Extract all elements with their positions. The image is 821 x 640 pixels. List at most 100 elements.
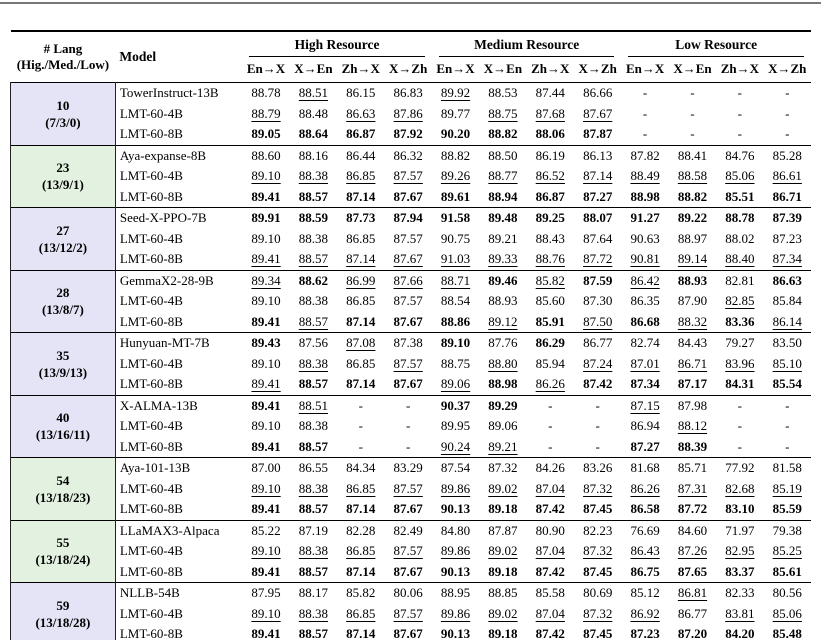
score-cell: 85.48 bbox=[772, 626, 802, 640]
score-cell: 86.66 bbox=[573, 82, 622, 104]
model-name: LMT-60-8B bbox=[119, 126, 183, 142]
score-cell: 86.55 bbox=[289, 457, 338, 479]
score-cell: 88.95 bbox=[431, 582, 480, 604]
score-cell: 88.77 bbox=[488, 168, 518, 184]
direction-header-1-1: X→En bbox=[479, 57, 527, 83]
model-name: Seed-X-PPO-7B bbox=[115, 207, 243, 229]
score-cell: 87.68 bbox=[535, 105, 565, 121]
score-cell: 80.69 bbox=[573, 582, 622, 604]
score-cell: 88.38 bbox=[298, 230, 329, 246]
lang-distribution: (13/18/23) bbox=[35, 489, 91, 505]
score-cell: 84.31 bbox=[725, 376, 755, 392]
table-row: 10 (7/3/0) TowerInstruct-13B 88.78 88.51 86.1… bbox=[10, 82, 811, 145]
direction-header-2-3: X→Zh bbox=[763, 57, 811, 83]
table-row: LMT-60-4B 88.79 88.48 86.63 87.86 89.77 88.75 8… bbox=[11, 104, 812, 125]
score-cell: 86.77 bbox=[573, 332, 622, 354]
score-cell: 80.90 bbox=[526, 519, 574, 541]
score-cell: 87.32 bbox=[583, 480, 613, 496]
table-row: 27 (13/12/2) Seed-X-PPO-7B 89.91 88.59 87.73 8… bbox=[10, 207, 811, 270]
score-cell: 87.17 bbox=[677, 376, 708, 392]
score-cell: 87.44 bbox=[526, 82, 574, 104]
model-name: LMT-60-8B bbox=[119, 313, 183, 329]
score-cell: 88.51 bbox=[289, 394, 338, 416]
score-cell: 89.41 bbox=[251, 251, 281, 267]
score-cell: 88.38 bbox=[298, 543, 329, 559]
score-cell: 85.60 bbox=[535, 293, 565, 309]
score-cell: 87.08 bbox=[337, 332, 385, 354]
score-cell: 89.06 bbox=[488, 418, 518, 434]
score-cell: 88.17 bbox=[289, 582, 338, 604]
table-row: LMT-60-8B 89.05 88.64 86.87 87.92 90.20 88.82 8… bbox=[11, 124, 812, 145]
score-cell: 87.14 bbox=[346, 251, 376, 267]
cmidrule bbox=[249, 56, 425, 57]
score-cell: 89.10 bbox=[251, 543, 281, 559]
table-row: LMT-60-8B 89.41 88.57 87.14 87.67 90.13 89.18 8… bbox=[11, 499, 812, 520]
table-row: LMT-60-4B 89.10 88.38 86.85 87.57 89.86 89.02 8… bbox=[11, 604, 812, 625]
score-cell: 88.57 bbox=[298, 376, 329, 392]
score-cell: 89.86 bbox=[440, 543, 471, 559]
score-cell: 91.03 bbox=[440, 251, 471, 267]
lang-header-line2: (Hig./Med./Low) bbox=[16, 57, 110, 72]
score-cell: 89.95 bbox=[440, 418, 471, 434]
lang-count: 35 bbox=[56, 347, 70, 363]
score-cell: 89.43 bbox=[242, 332, 290, 354]
score-cell: 86.35 bbox=[630, 293, 660, 309]
score-cell: 88.40 bbox=[725, 251, 755, 267]
direction-header-0-2: Zh→X bbox=[337, 57, 385, 83]
high-resource-header: High Resource bbox=[242, 31, 432, 57]
score-cell: 88.62 bbox=[289, 269, 338, 291]
score-cell: 89.91 bbox=[242, 207, 290, 229]
score-cell: - bbox=[337, 394, 385, 416]
score-cell: 89.02 bbox=[488, 605, 518, 621]
table-row: 54 (13/18/23) Aya-101-13B 87.00 86.55 84.34 83… bbox=[10, 457, 811, 520]
score-cell: 85.82 bbox=[526, 269, 574, 291]
score-cell: 88.82 bbox=[488, 126, 518, 142]
score-cell: 90.24 bbox=[440, 438, 471, 454]
score-cell: 88.38 bbox=[298, 168, 329, 184]
score-cell: 86.85 bbox=[346, 293, 376, 309]
resource-group-header-row: # Lang (Hig./Med./Low) Model High Resour… bbox=[11, 31, 812, 72]
score-cell: 87.42 bbox=[583, 376, 613, 392]
score-cell: 88.78 bbox=[716, 207, 764, 229]
score-cell: - bbox=[785, 438, 790, 454]
score-cell: 89.25 bbox=[526, 207, 574, 229]
score-cell: 90.37 bbox=[431, 394, 480, 416]
score-cell: - bbox=[668, 82, 717, 104]
score-cell: - bbox=[690, 105, 695, 121]
score-cell: 85.84 bbox=[772, 293, 802, 309]
score-cell: 82.28 bbox=[337, 519, 385, 541]
score-cell: 88.75 bbox=[440, 355, 471, 371]
score-cell: 83.96 bbox=[725, 355, 755, 371]
model-name: Hunyuan-MT-7B bbox=[115, 332, 243, 354]
score-cell: 82.81 bbox=[716, 269, 764, 291]
score-cell: - bbox=[548, 418, 553, 434]
score-cell: 87.95 bbox=[242, 582, 290, 604]
direction-header-2-0: En→X bbox=[621, 57, 669, 83]
score-cell: 89.18 bbox=[488, 563, 518, 579]
table-row: LMT-60-4B 89.10 88.38 - - 89.95 89.06 - - 86.94 88… bbox=[11, 416, 812, 437]
score-cell: 86.85 bbox=[346, 480, 376, 496]
score-cell: 88.49 bbox=[630, 168, 660, 184]
score-cell: 87.57 bbox=[393, 355, 423, 371]
model-name: LMT-60-8B bbox=[119, 376, 183, 392]
direction-header-0-0: En→X bbox=[242, 57, 290, 83]
score-cell: 87.00 bbox=[242, 457, 290, 479]
score-cell: 87.67 bbox=[393, 626, 423, 640]
direction-header-2-1: X→En bbox=[668, 57, 717, 83]
table-row: LMT-60-8B 89.41 88.57 87.14 87.67 91.03 89.33 8… bbox=[11, 249, 812, 270]
score-cell: 91.58 bbox=[431, 207, 480, 229]
score-cell: 87.14 bbox=[346, 188, 376, 204]
model-name: X-ALMA-13B bbox=[115, 394, 243, 416]
lang-distribution: (13/9/1) bbox=[41, 177, 84, 193]
score-cell: 87.23 bbox=[772, 230, 802, 246]
score-cell: 85.59 bbox=[772, 501, 802, 517]
score-cell: 86.52 bbox=[535, 168, 565, 184]
score-cell: 87.32 bbox=[479, 457, 527, 479]
score-cell: 86.77 bbox=[677, 605, 708, 621]
score-cell: 89.77 bbox=[440, 105, 471, 121]
score-cell: 86.42 bbox=[621, 269, 669, 291]
lang-count-cell: 35 (13/9/13) bbox=[10, 332, 116, 395]
score-cell: 87.56 bbox=[289, 332, 338, 354]
score-cell: 87.01 bbox=[630, 355, 660, 371]
score-cell: 87.72 bbox=[583, 251, 613, 267]
